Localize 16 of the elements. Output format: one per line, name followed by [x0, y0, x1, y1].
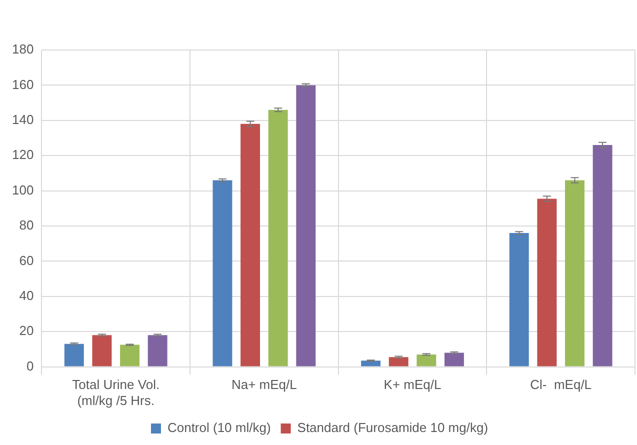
legend-label: Control (10 ml/kg)	[167, 420, 271, 436]
y-tick-label: 60	[19, 252, 34, 268]
y-tick-label: 100	[12, 182, 34, 198]
y-tick-label: 180	[12, 42, 34, 57]
y-tick-label: 20	[19, 323, 34, 338]
x-tick-label: Na+ mEq/L	[231, 377, 297, 392]
x-tick-label: K+ mEq/L	[384, 377, 442, 392]
legend-label: Standard (Furosamide 10 mg/kg)	[297, 420, 488, 436]
y-tick-label: 120	[12, 147, 34, 162]
y-tick-label: 140	[12, 112, 34, 127]
y-tick-label: 160	[12, 76, 34, 92]
y-tick-label: 40	[19, 288, 34, 303]
y-tick-label: 80	[19, 218, 34, 233]
x-tick-label: Total Urine Vol. (ml/kg /5 Hrs.	[72, 377, 160, 408]
x-tick-label: Cl- mEq/L	[530, 377, 592, 392]
y-tick-label: 0	[26, 358, 34, 374]
